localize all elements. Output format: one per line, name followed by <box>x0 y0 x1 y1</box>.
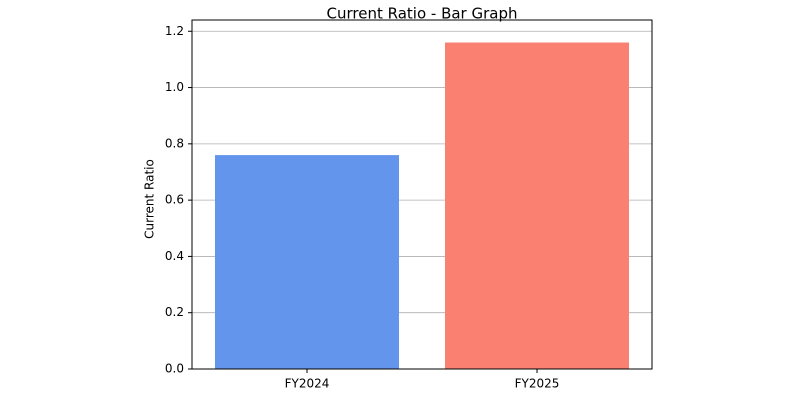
y-tick-label: 0.4 <box>165 249 184 263</box>
y-tick-label: 0.2 <box>165 305 184 319</box>
plot-frame <box>191 19 653 370</box>
y-tick-label: 0.0 <box>165 362 184 376</box>
x-tick-label: FY2025 <box>515 377 560 391</box>
y-tick-label: 0.6 <box>165 193 184 207</box>
bar <box>215 155 399 369</box>
y-tick-label: 1.2 <box>165 24 184 38</box>
y-axis-label: Current Ratio <box>143 159 157 239</box>
y-tick-label: 1.0 <box>165 80 184 94</box>
y-tick-label: 0.8 <box>165 136 184 150</box>
chart-title: Current Ratio - Bar Graph <box>327 5 518 23</box>
bar <box>445 42 629 370</box>
x-tick-label: FY2024 <box>285 377 330 391</box>
